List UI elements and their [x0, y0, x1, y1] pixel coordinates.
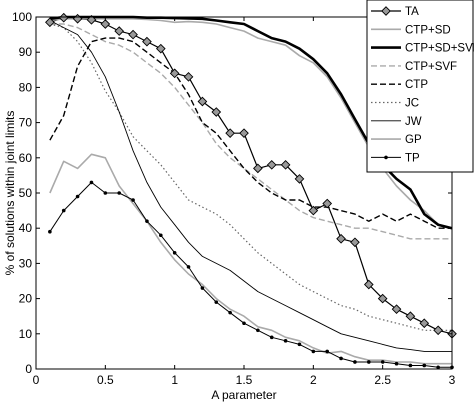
series-line-ctp [49, 37, 452, 229]
data-point-ta [58, 12, 69, 23]
data-point-ta [322, 198, 333, 209]
y-tick-label: 50 [19, 186, 33, 200]
data-point-ta [391, 304, 402, 314]
data-point-ta [183, 72, 194, 82]
data-point-tp [172, 251, 177, 255]
data-point-ta [350, 237, 360, 248]
data-point-ta [169, 68, 180, 79]
x-tick-label: 0.5 [97, 373, 114, 387]
data-point-ta [155, 43, 166, 54]
legend-marker-ta [381, 6, 391, 16]
data-point-tp [159, 233, 163, 238]
y-tick-label: 100 [12, 10, 32, 24]
y-tick-label: 90 [19, 45, 33, 59]
legend-entry-tp: TP [405, 152, 420, 164]
y-tick-label: 60 [19, 151, 33, 165]
data-point-ta [225, 128, 235, 138]
legend-entry-ctp: CTP [405, 79, 428, 91]
data-point-tp [242, 321, 246, 326]
x-tick-label: 1.5 [236, 373, 253, 387]
data-point-tp [256, 328, 260, 333]
data-point-tp [48, 229, 52, 234]
data-point-tp [283, 339, 288, 343]
data-point-ta [45, 17, 55, 28]
y-tick-label: 40 [19, 221, 33, 235]
legend-entry-ctp-sd-svf: CTP+SD+SVF [405, 43, 474, 55]
legend-entry-jc: JC [405, 98, 419, 110]
data-point-ta [86, 14, 97, 25]
data-point-ta [336, 233, 346, 244]
data-point-tp [117, 191, 121, 195]
data-point-ta [142, 36, 152, 47]
legend: TA CTP+SD CTP+SD+SVF CTP+SVF CTP JC JW GP TP [366, 0, 474, 173]
data-point-tp [339, 356, 343, 361]
data-point-ta [211, 107, 222, 117]
data-point-tp [311, 349, 316, 354]
x-tick-label: 2 [310, 373, 317, 387]
series-line-jw [49, 20, 452, 352]
data-point-ta [363, 279, 374, 290]
y-axis-label: % of solutions within joint limits [3, 111, 17, 276]
data-point-tp [367, 360, 371, 364]
series-line-gp [49, 153, 452, 365]
series-line-tp [49, 181, 452, 368]
x-axis-label: A parameter [211, 388, 276, 402]
x-tick-label: 2.5 [374, 373, 391, 387]
data-point-tp [61, 208, 66, 213]
data-point-tp [131, 198, 135, 202]
y-tick-label: 70 [19, 116, 33, 130]
data-point-tp [380, 360, 385, 364]
data-point-tp [75, 194, 80, 199]
data-point-ta [308, 205, 319, 216]
legend-entry-jw: JW [405, 116, 422, 128]
data-point-ta [197, 96, 208, 107]
y-tick-label: 80 [19, 80, 33, 94]
data-point-ta [280, 160, 291, 170]
x-tick-label: 3 [449, 373, 456, 387]
data-point-tp [422, 363, 427, 368]
y-tick-label: 0 [25, 362, 32, 376]
data-point-tp [214, 300, 219, 304]
series-line-ctp-svf [49, 23, 452, 240]
data-point-tp [325, 349, 330, 354]
data-point-ta [377, 293, 388, 304]
data-point-ta [100, 19, 111, 29]
data-point-ta [266, 160, 277, 170]
data-point-tp [89, 180, 94, 185]
y-tick-label: 10 [19, 327, 33, 341]
data-point-tp [200, 286, 205, 290]
data-point-tp [269, 335, 274, 340]
data-point-tp [228, 310, 232, 315]
legend-entry-gp: GP [405, 134, 422, 146]
data-point-ta [114, 26, 125, 36]
data-point-tp [436, 365, 440, 370]
data-point-ta [294, 174, 305, 184]
data-point-tp [297, 342, 302, 347]
data-point-ta [433, 325, 443, 336]
legend-entry-ctp-sd: CTP+SD [405, 24, 451, 36]
legend-entry-ta: TA [405, 6, 419, 18]
series-markers [45, 12, 457, 370]
legend-entry-ctp-svf: CTP+SVF [405, 61, 457, 73]
data-point-ta [253, 163, 263, 174]
data-point-tp [353, 360, 357, 364]
data-point-tp [394, 361, 399, 366]
data-point-ta [239, 128, 249, 138]
data-point-tp [408, 363, 413, 368]
legend-marker-tp [384, 155, 388, 160]
data-point-tp [186, 265, 191, 269]
y-tick-label: 30 [19, 256, 33, 270]
x-tick-label: 0 [33, 373, 40, 387]
y-tick-label: 20 [19, 292, 33, 306]
data-point-ta [405, 311, 416, 322]
data-point-tp [103, 191, 108, 195]
data-point-tp [145, 219, 149, 223]
x-tick-label: 1 [171, 373, 178, 387]
data-point-ta [128, 29, 138, 40]
data-point-ta [419, 318, 430, 329]
